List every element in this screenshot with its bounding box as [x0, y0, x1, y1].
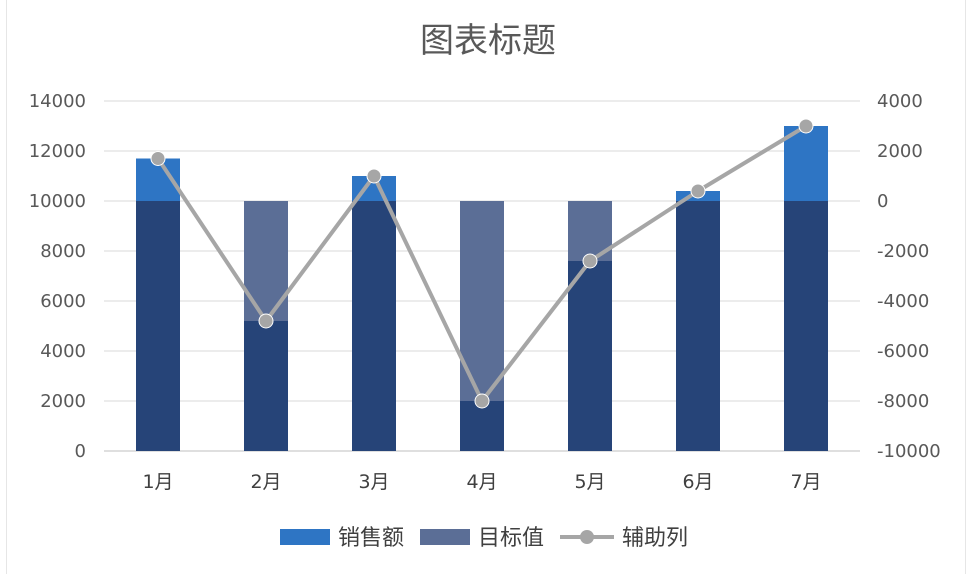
chart-title: 图表标题 [420, 21, 556, 61]
x-tick-label: 2月 [250, 471, 281, 493]
helper-line [150, 118, 814, 409]
y-right-tick-label: 4000 [877, 91, 923, 112]
x-tick-label: 3月 [358, 471, 389, 493]
y-right-tick-label: -2000 [877, 241, 929, 262]
y-right-tick-label: 2000 [877, 141, 923, 162]
legend-swatch-target [420, 529, 470, 545]
chart-border-left [6, 0, 7, 574]
bar-overlap [568, 261, 612, 451]
helper-line-point [798, 118, 814, 134]
y-left-tick-label: 12000 [29, 141, 86, 162]
legend-label-helper: 辅助列 [622, 526, 688, 551]
axes: 0 2000 4000 6000 8000 10000 12000 14000 -10000 -8… [29, 91, 941, 493]
x-tick-label: 7月 [790, 471, 821, 493]
bar-sales [784, 126, 828, 201]
helper-line-point [582, 253, 598, 269]
bar-overlap [676, 201, 720, 451]
y-left-tick-label: 6000 [40, 291, 86, 312]
y-right-tick-label: -6000 [877, 341, 929, 362]
y-right-tick-label: -4000 [877, 291, 929, 312]
y-right-tick-label: -10000 [877, 441, 941, 462]
chart-border-right [965, 0, 966, 574]
bar-overlap [244, 321, 288, 451]
helper-line-point [690, 183, 706, 199]
y-left-tick-label: 2000 [40, 391, 86, 412]
legend-label-target: 目标值 [478, 526, 544, 551]
bar-overlap [460, 401, 504, 451]
bars [136, 126, 828, 451]
y-left-tick-label: 8000 [40, 241, 86, 262]
y-left-tick-label: 4000 [40, 341, 86, 362]
bar-overlap [136, 201, 180, 451]
y-left-tick-label: 0 [75, 441, 86, 462]
helper-line-point [366, 168, 382, 184]
legend: 销售额 目标值 辅助列 [280, 526, 688, 551]
x-tick-label: 6月 [682, 471, 713, 493]
legend-swatch-sales [280, 529, 330, 545]
y-right-tick-label: 0 [877, 191, 888, 212]
helper-line-point [474, 393, 490, 409]
y-left-tick-label: 14000 [29, 91, 86, 112]
x-tick-label: 1月 [142, 471, 173, 493]
y-right-tick-label: -8000 [877, 391, 929, 412]
x-tick-label: 5月 [574, 471, 605, 493]
legend-label-sales: 销售额 [338, 526, 404, 551]
bar-overlap [784, 201, 828, 451]
legend-marker-helper [580, 530, 594, 544]
helper-line-point [150, 151, 166, 166]
helper-line-point [258, 313, 274, 329]
y-left-tick-label: 10000 [29, 191, 86, 212]
x-tick-label: 4月 [466, 471, 497, 493]
bar-overlap [352, 201, 396, 451]
